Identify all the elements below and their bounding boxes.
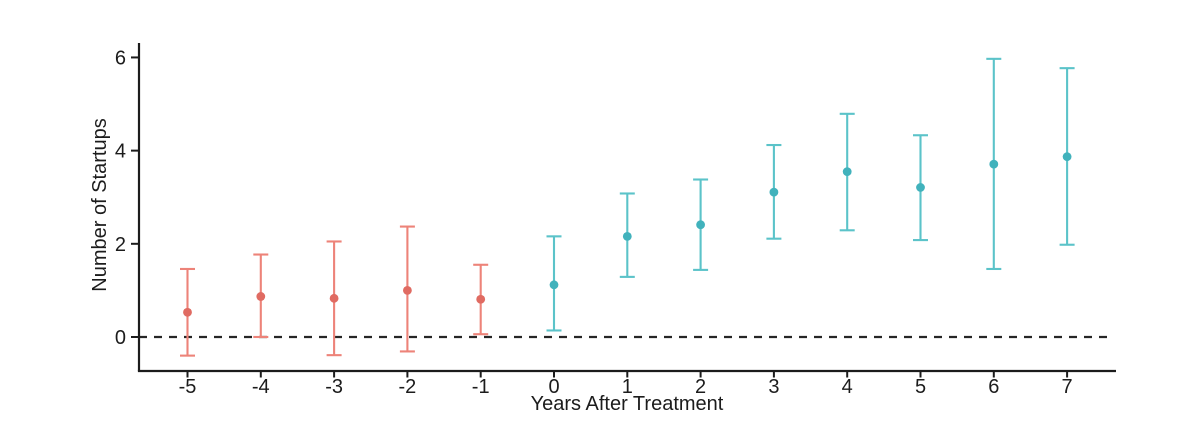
x-tick-label-6: 6 [988,376,999,398]
x-tick-label-5: 5 [915,376,926,398]
y-tick-label-4: 4 [115,141,126,163]
plot-area: 0 2 4 6 -5 -4 -3 -2 -1 0 1 2 3 4 5 6 7 [115,43,1116,398]
point-estimate--4 [256,292,266,301]
point-estimate-2 [696,220,705,230]
x-tick-label--4: -4 [252,376,270,398]
x-tick-label-4: 4 [842,376,853,398]
x-tick-label-2: 2 [695,376,706,398]
y-axis-title: Number of Startups [89,118,111,291]
y-tick-label-2: 2 [115,234,126,256]
x-tick-label-3: 3 [768,376,779,398]
x-tick-label--1: -1 [472,376,490,398]
x-tick-label--2: -2 [399,376,417,398]
point-estimate-4 [842,167,852,176]
point-estimate-3 [769,187,779,197]
point-estimate--1 [476,294,486,304]
point-estimate--3 [329,293,339,303]
point-estimate-5 [916,183,925,192]
point-estimate-7 [1062,152,1072,162]
y-tick-label-6: 6 [115,47,126,69]
point-estimate-0 [549,280,559,290]
point-estimate-1 [622,231,632,241]
point-estimate-6 [989,159,999,169]
x-axis-title: Years After Treatment [531,393,724,415]
point-estimate--2 [403,285,412,295]
x-tick-label-7: 7 [1062,376,1073,398]
x-tick-label--3: -3 [325,376,343,398]
x-tick-label--5: -5 [179,376,197,398]
y-tick-label-0: 0 [115,327,126,349]
x-tick-label-1: 1 [622,376,633,398]
x-tick-label-0: 0 [548,376,559,398]
point-estimate--5 [183,307,192,317]
